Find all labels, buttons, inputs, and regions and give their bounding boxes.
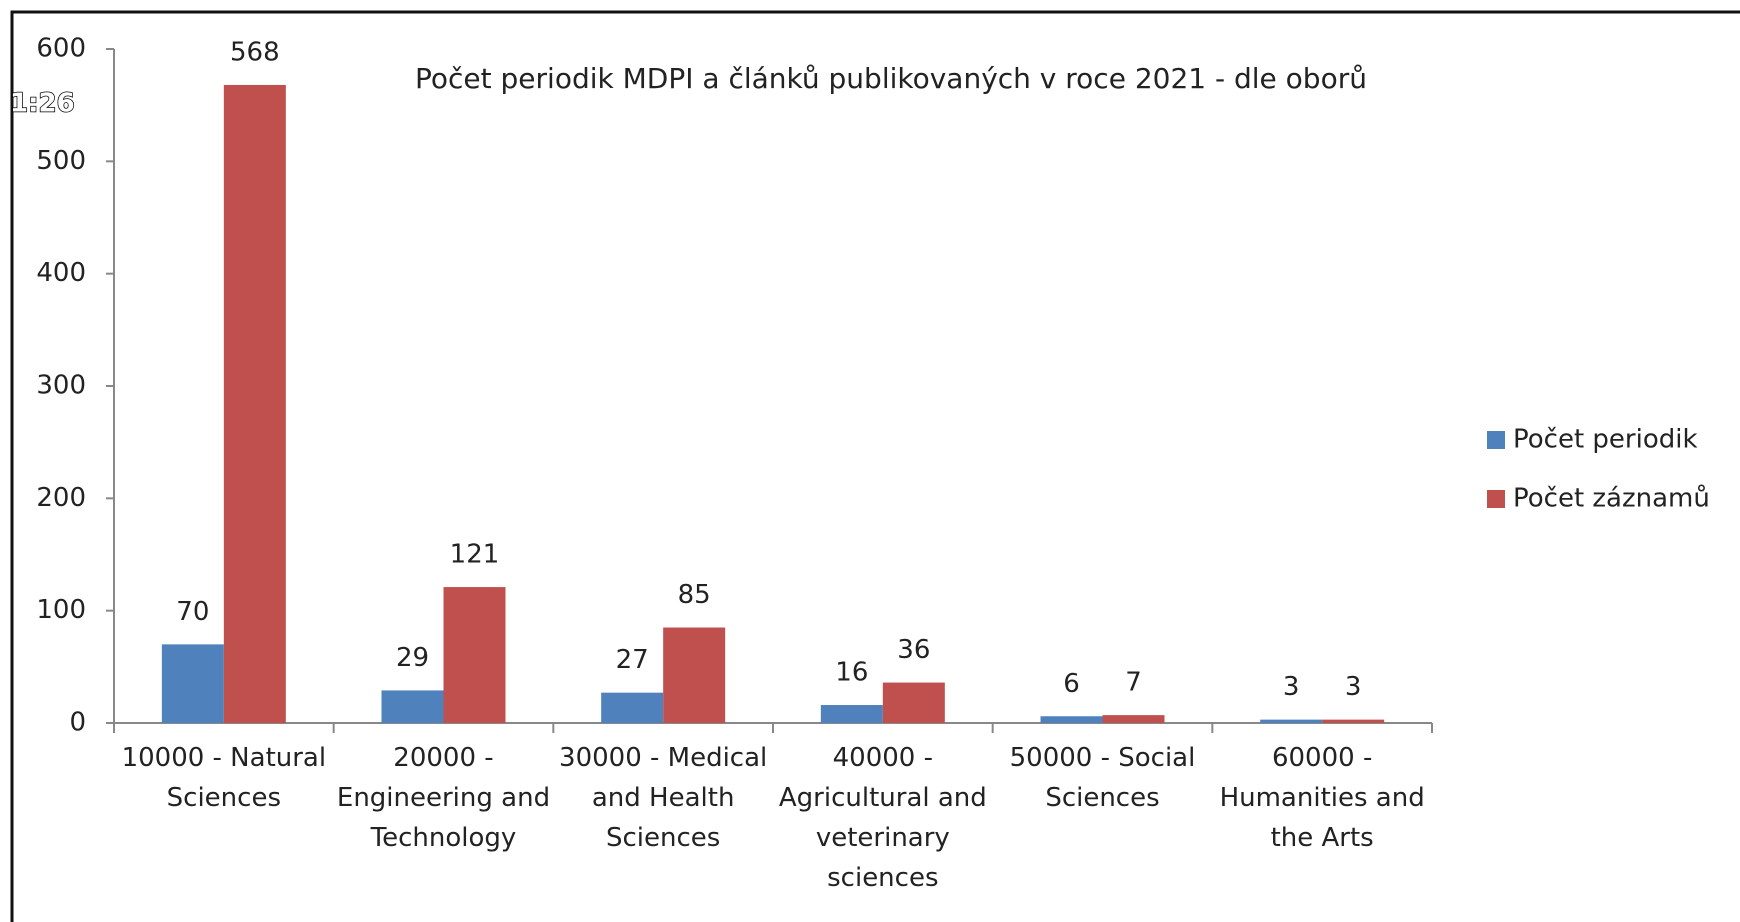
value-label: 27: [616, 645, 649, 675]
legend-label: Počet záznamů: [1513, 484, 1710, 514]
value-label: 7: [1125, 668, 1142, 698]
bar: [663, 627, 726, 723]
x-tick-label: 10000 - Natural Sciences: [121, 743, 327, 813]
x-tick-label: 20000 - Engineering and Technology: [336, 743, 551, 853]
bar: [161, 644, 224, 723]
y-tick-label: 0: [69, 708, 86, 738]
legend-label: Počet periodik: [1513, 425, 1698, 455]
legend-swatch: [1487, 431, 1505, 449]
value-label: 3: [1283, 672, 1300, 702]
value-label: 121: [450, 540, 500, 570]
legend-swatch: [1487, 490, 1505, 508]
bar: [820, 705, 883, 723]
y-tick-label: 600: [36, 34, 86, 64]
bar: [223, 84, 286, 724]
bar: [443, 587, 506, 723]
value-label: 29: [396, 643, 429, 673]
x-tick-label: 50000 - Social Sciences: [1009, 743, 1196, 813]
value-label: 568: [230, 37, 280, 67]
value-label: 16: [835, 658, 868, 688]
y-tick-label: 300: [36, 371, 86, 401]
bar: [1102, 715, 1165, 723]
y-tick-label: 200: [36, 483, 86, 513]
y-tick-label: 500: [36, 146, 86, 176]
chart-title: Počet periodik MDPI a článků publikovaný…: [415, 62, 1367, 95]
bar: [1040, 716, 1103, 723]
value-label: 6: [1063, 669, 1080, 699]
bar: [381, 690, 444, 723]
bar: [1322, 719, 1385, 723]
value-label: 85: [678, 580, 711, 610]
x-tick-label: 40000 - Agricultural and veterinary scie…: [778, 743, 987, 893]
y-tick-label: 100: [36, 595, 86, 625]
bar: [601, 692, 664, 723]
y-tick-label: 400: [36, 258, 86, 288]
video-timestamp: 1:26: [10, 89, 75, 119]
value-label: 3: [1345, 672, 1362, 702]
x-tick-label: 30000 - Medical and Health Sciences: [559, 743, 768, 853]
bar: [882, 682, 945, 723]
value-label: 36: [897, 635, 930, 665]
bar: [1260, 719, 1323, 723]
frame: [10, 10, 1740, 922]
value-label: 70: [176, 597, 209, 627]
x-tick-label: 60000 - Humanities and the Arts: [1219, 743, 1425, 853]
